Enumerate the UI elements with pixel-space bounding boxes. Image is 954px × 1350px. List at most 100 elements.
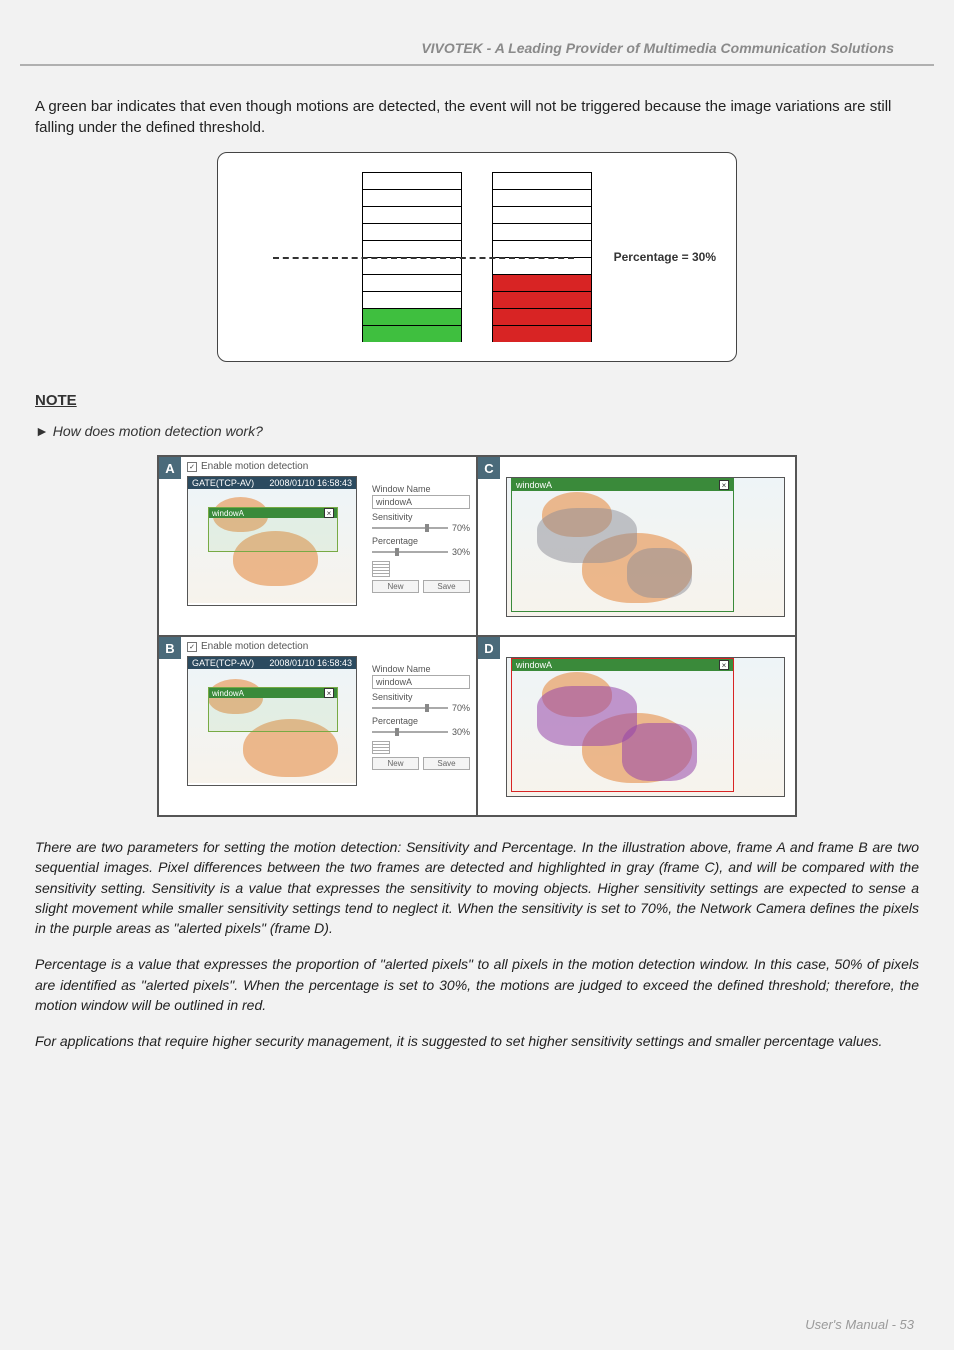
button-row: New Save	[372, 580, 470, 593]
panel-a-controls: Window Name windowA Sensitivity 70% Perc…	[372, 481, 470, 593]
checkbox-icon[interactable]: ✓	[187, 642, 197, 652]
mini-bars	[372, 741, 390, 753]
percentage-slider[interactable]	[372, 731, 448, 733]
note-heading: NOTE	[35, 392, 919, 409]
enable-motion-label: Enable motion detection	[201, 641, 308, 652]
bar-cell	[363, 206, 462, 223]
bar-cell	[493, 308, 592, 325]
panel-c-frame: windowA ×	[506, 477, 785, 617]
panel-d-frame: windowA ×	[506, 657, 785, 797]
sensitivity-slider[interactable]	[372, 707, 448, 709]
button-row: New Save	[372, 757, 470, 770]
title-left: GATE(TCP-AV)	[192, 478, 254, 488]
bar-cell	[363, 291, 462, 308]
new-button[interactable]: New	[372, 757, 419, 770]
panel-c: C windowA ×	[477, 456, 796, 636]
new-button[interactable]: New	[372, 580, 419, 593]
bar-cell	[493, 223, 592, 240]
title-left: GATE(TCP-AV)	[192, 658, 254, 668]
video-title-strip: GATE(TCP-AV) 2008/01/10 16:58:43	[188, 657, 356, 669]
sensitivity-slider-row: 70%	[372, 523, 470, 533]
sensitivity-value: 70%	[452, 523, 470, 533]
close-icon[interactable]: ×	[719, 660, 729, 670]
panel-d: D windowA ×	[477, 636, 796, 816]
bar-cell	[363, 240, 462, 257]
bar-cell	[363, 172, 462, 189]
title-right: 2008/01/10 16:58:43	[269, 658, 352, 668]
threshold-diagram: Percentage = 30%	[217, 152, 737, 362]
save-button[interactable]: Save	[423, 580, 470, 593]
percentage-slider[interactable]	[372, 551, 448, 553]
bar-cell	[493, 257, 592, 274]
panel-b-video: GATE(TCP-AV) 2008/01/10 16:58:43 windowA…	[187, 656, 357, 786]
paragraph-2: Percentage is a value that expresses the…	[35, 954, 919, 1015]
sensitivity-slider-row: 70%	[372, 703, 470, 713]
window-name-label: Window Name	[372, 484, 470, 494]
sensitivity-label: Sensitivity	[372, 692, 470, 702]
bar-cell	[363, 325, 462, 342]
percentage-value: 30%	[452, 727, 470, 737]
panel-b-controls: Window Name windowA Sensitivity 70% Perc…	[372, 661, 470, 770]
video-title-strip: GATE(TCP-AV) 2008/01/10 16:58:43	[188, 477, 356, 489]
save-button[interactable]: Save	[423, 757, 470, 770]
bar-cell	[363, 223, 462, 240]
motion-window-c[interactable]: windowA ×	[511, 478, 734, 612]
percentage-slider-row: 30%	[372, 727, 470, 737]
title-right: 2008/01/10 16:58:43	[269, 478, 352, 488]
page-container: VIVOTEK - A Leading Provider of Multimed…	[0, 0, 954, 1350]
threshold-dashed-line	[273, 257, 574, 259]
close-icon[interactable]: ×	[324, 688, 334, 698]
paragraph-3: For applications that require higher sec…	[35, 1031, 919, 1051]
bar-cell	[363, 274, 462, 291]
motion-window-b[interactable]: windowA ×	[208, 687, 338, 732]
note-question: ► How does motion detection work?	[35, 423, 919, 439]
mini-bars	[372, 561, 390, 576]
percentage-value: 30%	[452, 547, 470, 557]
percentage-label: Percentage	[372, 536, 470, 546]
panel-label-a: A	[159, 457, 181, 479]
sensitivity-slider[interactable]	[372, 527, 448, 529]
content-area: A green bar indicates that even though m…	[20, 96, 934, 1052]
bar-cell	[363, 189, 462, 206]
cat-scene-a: windowA ×	[188, 489, 356, 603]
enable-motion-label: Enable motion detection	[201, 461, 308, 472]
close-icon[interactable]: ×	[719, 480, 729, 490]
bar-cell	[493, 172, 592, 189]
panel-label-d: D	[478, 637, 500, 659]
header-title: VIVOTEK - A Leading Provider of Multimed…	[20, 40, 934, 66]
motion-window-d[interactable]: windowA ×	[511, 658, 734, 792]
motion-window-title: windowA ×	[209, 688, 337, 698]
bar-cell	[493, 274, 592, 291]
motion-window-title: windowA ×	[209, 508, 337, 518]
intro-paragraph: A green bar indicates that even though m…	[35, 96, 919, 138]
panels-grid: A ✓ Enable motion detection GATE(TCP-AV)…	[157, 455, 797, 817]
sensitivity-value: 70%	[452, 703, 470, 713]
panel-a-video: GATE(TCP-AV) 2008/01/10 16:58:43 windowA…	[187, 476, 357, 606]
panel-label-b: B	[159, 637, 181, 659]
window-name-input[interactable]: windowA	[372, 675, 470, 689]
bar-cell	[363, 257, 462, 274]
panel-label-c: C	[478, 457, 500, 479]
percentage-slider-row: 30%	[372, 547, 470, 557]
panel-b: B ✓ Enable motion detection GATE(TCP-AV)…	[158, 636, 477, 816]
window-name-input[interactable]: windowA	[372, 495, 470, 509]
page-footer: User's Manual - 53	[805, 1317, 914, 1332]
bar-cell	[363, 308, 462, 325]
panel-b-header: ✓ Enable motion detection	[183, 637, 476, 654]
sensitivity-label: Sensitivity	[372, 512, 470, 522]
paragraph-1: There are two parameters for setting the…	[35, 837, 919, 938]
motion-window-title: windowA ×	[512, 479, 733, 491]
motion-window-title: windowA ×	[512, 659, 733, 671]
close-icon[interactable]: ×	[324, 508, 334, 518]
bar-cell	[493, 189, 592, 206]
panel-a: A ✓ Enable motion detection GATE(TCP-AV)…	[158, 456, 477, 636]
threshold-label: Percentage = 30%	[614, 250, 716, 264]
bar-cell	[493, 206, 592, 223]
panel-a-header: ✓ Enable motion detection	[183, 457, 476, 474]
bar-cell	[493, 325, 592, 342]
bar-cell	[493, 291, 592, 308]
motion-window-a[interactable]: windowA ×	[208, 507, 338, 552]
checkbox-icon[interactable]: ✓	[187, 462, 197, 472]
cat-scene-b: windowA ×	[188, 669, 356, 783]
bar-cell	[493, 240, 592, 257]
